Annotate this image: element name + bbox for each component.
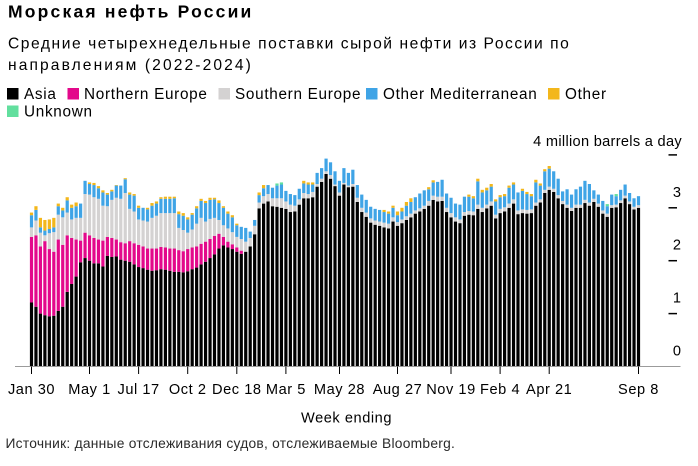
- svg-text:направлениям (2022-2024): направлениям (2022-2024): [8, 57, 253, 74]
- svg-text:Feb 4: Feb 4: [480, 382, 520, 398]
- svg-text:Other Mediterranean: Other Mediterranean: [383, 86, 537, 103]
- svg-text:Other: Other: [565, 86, 607, 103]
- svg-text:Jul 17: Jul 17: [117, 382, 159, 398]
- svg-text:Northern Europe: Northern Europe: [84, 86, 208, 103]
- svg-text:Sep 8: Sep 8: [618, 382, 659, 398]
- svg-text:Asia: Asia: [24, 86, 57, 103]
- svg-text:May 1: May 1: [68, 382, 111, 398]
- svg-text:3: 3: [673, 185, 681, 201]
- svg-text:2: 2: [673, 238, 681, 254]
- svg-text:Mar 5: Mar 5: [266, 382, 306, 398]
- svg-text:May 28: May 28: [314, 382, 365, 398]
- svg-text:Southern Europe: Southern Europe: [235, 86, 361, 103]
- svg-text:Aug 27: Aug 27: [373, 382, 423, 398]
- svg-text:Источник: данные отслеживания: Источник: данные отслеживания судов, отс…: [6, 436, 456, 451]
- svg-text:Dec 18: Dec 18: [212, 382, 262, 398]
- svg-text:Nov 19: Nov 19: [426, 382, 476, 398]
- svg-text:Морская нефть России: Морская нефть России: [8, 2, 254, 22]
- svg-text:Средние четырехнедельные поста: Средние четырехнедельные поставки сырой …: [8, 36, 570, 53]
- svg-text:1: 1: [673, 291, 681, 307]
- svg-text:Oct 2: Oct 2: [169, 382, 207, 398]
- svg-text:Week ending: Week ending: [301, 411, 392, 427]
- svg-text:0: 0: [673, 344, 681, 360]
- svg-text:Apr 21: Apr 21: [526, 382, 572, 398]
- svg-text:Unknown: Unknown: [24, 103, 93, 120]
- svg-text:4 million barrels a day: 4 million barrels a day: [533, 134, 682, 150]
- svg-text:Jan 30: Jan 30: [8, 382, 55, 398]
